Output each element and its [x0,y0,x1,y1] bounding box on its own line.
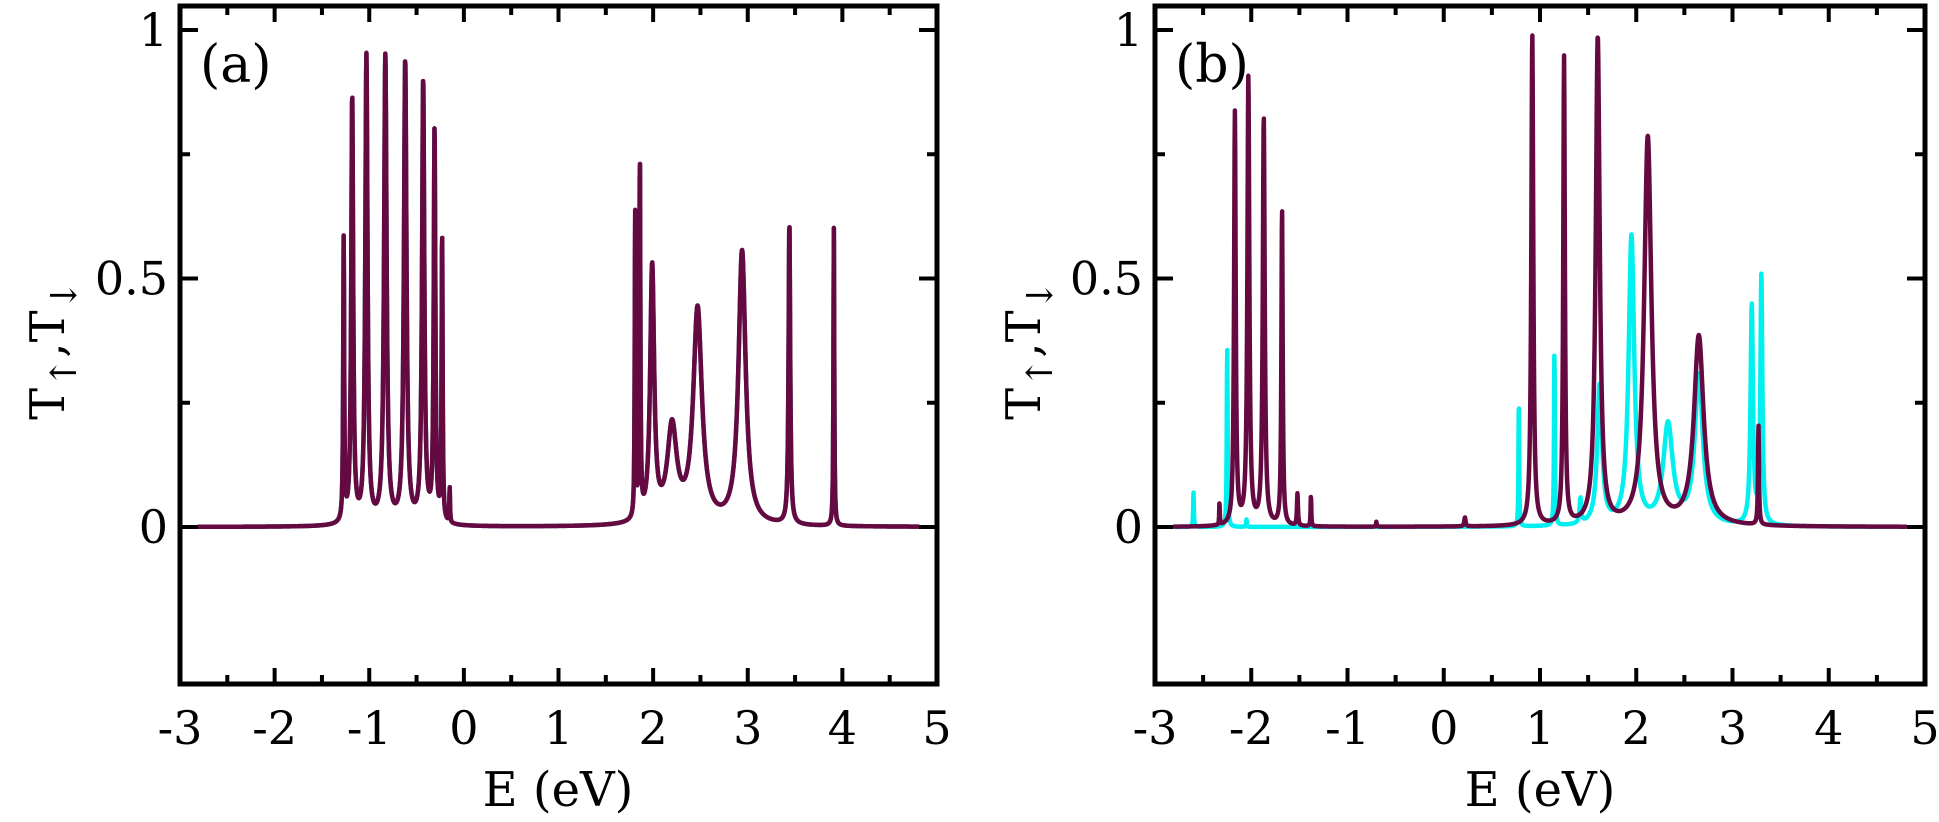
panel-a-ticks [178,6,939,684]
panel-a-y-title-sub-down: ↓ [44,280,85,310]
panel-a-x-tick-label: 0 [449,701,478,755]
panel-a-y-tick-label: 0.5 [95,252,168,306]
panel-b-ticks [1153,6,1927,684]
panel-a-y-axis-title: T↑,T↓ [20,280,85,420]
panel-b-x-tick-label: 4 [1814,701,1843,755]
panel-a-y-title-sep: , [20,342,76,357]
panel-b-y-tick-label: 0 [1114,500,1143,554]
panel-a-label: (a) [200,35,272,95]
panel-b-y-tick-label: 1 [1114,3,1143,57]
panel-b-y-title-sub-up: ↑ [1020,358,1061,388]
panel-a-series-t-down [196,50,921,530]
panel-a-x-tick-label: -1 [347,701,392,755]
panel-b-x-tick-label: 5 [1910,701,1939,755]
panel-b-series [1172,33,1908,530]
panel-a-x-tick-label: 2 [638,701,667,755]
panel-a: -3 -2 -1 0 1 2 3 4 5 00.51 (a) E (eV) T↑,T↓ [20,3,952,818]
panel-b-label: (b) [1175,35,1249,95]
panel-a-x-tick-label: 3 [733,701,762,755]
panel-b-x-tick-label: -1 [1325,701,1370,755]
panel-a-x-tick-label: -3 [158,701,203,755]
panel-b-frame [1152,3,1928,687]
panel-b-x-tick-label: -3 [1133,701,1178,755]
panel-a-y-tick-labels: 00.51 [95,3,168,554]
panel-a-x-tick-labels: -3 -2 -1 0 1 2 3 4 5 [158,701,952,755]
panel-b-x-tick-label: 0 [1429,701,1458,755]
panel-a-x-tick-label: -2 [252,701,297,755]
panel-b-y-tick-label: 0.5 [1070,252,1143,306]
panel-b-x-tick-label: 3 [1718,701,1747,755]
panel-a-x-tick-label: 1 [544,701,573,755]
panel-b-x-tick-label: 2 [1622,701,1651,755]
panel-b-y-title-sub-down: ↓ [1020,280,1061,310]
panel-b: -3 -2 -1 0 1 2 3 4 5 00.51 (b) E (eV) T↑,T↓ [996,3,1939,818]
panel-b-x-axis-title: E (eV) [1465,762,1616,818]
panel-b-y-tick-labels: 00.51 [1070,3,1143,554]
panel-a-series [196,50,921,530]
panel-b-x-tick-label: 1 [1525,701,1554,755]
panel-a-y-tick-label: 1 [139,3,168,57]
panel-a-x-tick-label: 4 [828,701,857,755]
panel-b-y-title-sep: , [996,342,1052,357]
panel-b-y-axis-title: T↑,T↓ [996,280,1061,420]
panel-a-frame [177,3,940,687]
panel-a-y-title-sub-up: ↑ [44,358,85,388]
panel-a-x-tick-label: 5 [922,701,951,755]
panel-b-x-tick-labels: -3 -2 -1 0 1 2 3 4 5 [1133,701,1939,755]
panel-b-x-tick-label: -2 [1229,701,1274,755]
panel-b-series-t-down [1172,33,1908,529]
panel-b-y-title-main: T [996,388,1052,420]
panel-a-series-t-up [196,50,921,530]
panel-a-y-title-main-2: T [20,310,76,342]
panel-a-y-title-main: T [20,388,76,420]
panel-a-x-axis-title: E (eV) [483,762,634,818]
panel-b-y-title-main-2: T [996,310,1052,342]
panel-a-y-tick-label: 0 [139,500,168,554]
